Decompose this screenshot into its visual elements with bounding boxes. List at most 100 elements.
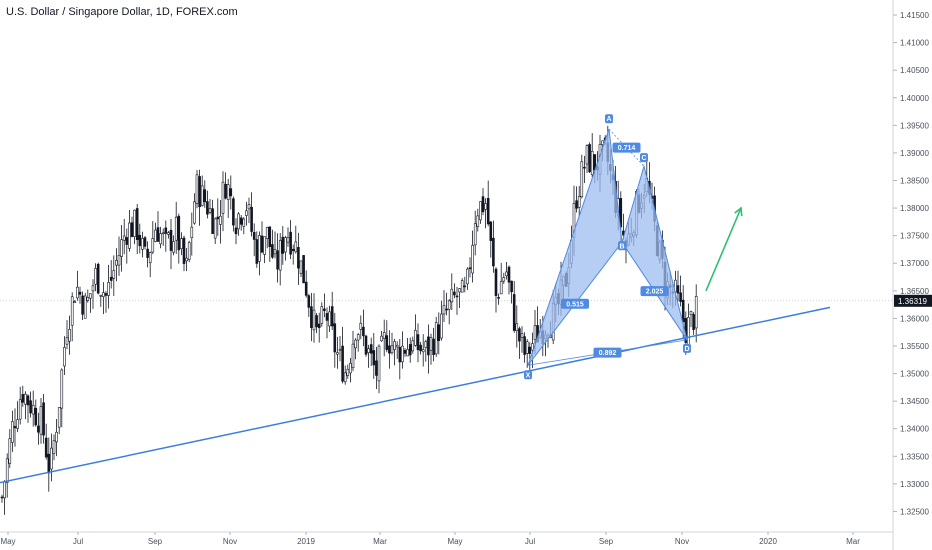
candle	[167, 231, 170, 239]
y-tick-label: 1.37500	[900, 232, 929, 241]
y-tick-label: 1.40000	[900, 94, 929, 103]
candle-body	[494, 268, 498, 296]
candle-body	[294, 241, 298, 253]
y-tick-label: 1.41000	[900, 39, 929, 48]
candle-body	[146, 248, 149, 258]
candle-body	[200, 185, 204, 206]
candle-body	[120, 239, 123, 257]
candle	[52, 434, 56, 461]
candle-body	[510, 280, 513, 293]
candle-body	[577, 196, 581, 208]
candle-body	[476, 215, 480, 227]
point-x-label: X	[526, 372, 531, 379]
candle	[294, 225, 298, 254]
candle-body	[117, 254, 121, 266]
candle	[195, 170, 199, 209]
candle-body	[177, 215, 181, 251]
candle-body	[372, 350, 376, 366]
candle-body	[195, 174, 199, 204]
candle	[395, 341, 399, 359]
candle-body	[580, 161, 584, 198]
candle	[278, 232, 282, 286]
candle	[580, 154, 584, 199]
candle-body	[601, 140, 604, 145]
candle	[380, 331, 383, 342]
candle	[60, 368, 64, 428]
candle	[307, 293, 311, 317]
candle	[24, 391, 27, 420]
candle	[206, 190, 209, 219]
candle-body	[414, 330, 417, 346]
candle	[346, 364, 350, 379]
candle-body	[47, 453, 51, 474]
candle	[0, 494, 4, 503]
x-tick-label: Jul	[525, 537, 535, 546]
candle-body	[343, 372, 347, 383]
candle	[247, 197, 251, 224]
y-tick-label: 1.37000	[900, 259, 929, 268]
candle	[299, 260, 303, 278]
candle	[154, 222, 157, 243]
candle	[99, 294, 103, 307]
candle	[434, 316, 438, 357]
candle	[219, 199, 222, 244]
candle	[692, 312, 695, 335]
candle-body	[24, 393, 27, 405]
candle	[388, 330, 391, 369]
candle	[408, 337, 412, 363]
y-tick-label: 1.41500	[900, 11, 929, 20]
candle	[122, 218, 126, 255]
candle-body	[278, 240, 282, 271]
candle	[55, 418, 58, 457]
candle-body	[167, 232, 170, 235]
candle-body	[29, 400, 32, 414]
point-x-bg	[524, 370, 532, 380]
candle	[445, 292, 448, 316]
y-tick-label: 1.40500	[900, 66, 929, 75]
candle	[286, 227, 290, 247]
y-tick-label: 1.34000	[900, 425, 929, 434]
candle	[317, 312, 321, 343]
candle-body	[497, 296, 500, 299]
candle	[13, 408, 17, 447]
candle	[245, 201, 248, 226]
candle-body	[221, 181, 225, 214]
candle-body	[52, 440, 56, 454]
candle-body	[265, 227, 269, 239]
candle-body	[128, 222, 131, 249]
candle	[148, 251, 152, 278]
candle-body	[21, 394, 25, 403]
chart-title: U.S. Dollar / Singapore Dollar, 1D, FORE…	[6, 6, 238, 18]
candle	[130, 216, 134, 238]
candle-body	[219, 215, 222, 225]
candle-body	[18, 399, 22, 420]
candle	[255, 231, 259, 268]
candle-body	[263, 236, 266, 255]
candle-body	[39, 406, 43, 435]
candle	[208, 199, 212, 215]
candle	[125, 228, 129, 264]
x-tick-label: Mar	[846, 537, 860, 546]
candle	[375, 346, 378, 390]
candle	[271, 229, 274, 259]
candle	[424, 339, 428, 362]
candle-body	[73, 301, 77, 303]
candle-body	[281, 236, 285, 254]
candle-body	[380, 335, 383, 342]
candle-body	[676, 285, 680, 294]
candle	[232, 196, 235, 232]
x-tick-label: May	[447, 537, 462, 546]
candle	[390, 332, 394, 355]
candle-body	[471, 245, 474, 274]
candle	[492, 220, 495, 273]
candle	[679, 275, 682, 307]
candle	[83, 292, 87, 319]
candle-body	[122, 235, 126, 241]
candle	[172, 235, 175, 256]
candle-body	[338, 348, 342, 351]
candle-body	[328, 311, 331, 327]
candle-body	[57, 407, 61, 428]
candle-body	[590, 150, 594, 175]
